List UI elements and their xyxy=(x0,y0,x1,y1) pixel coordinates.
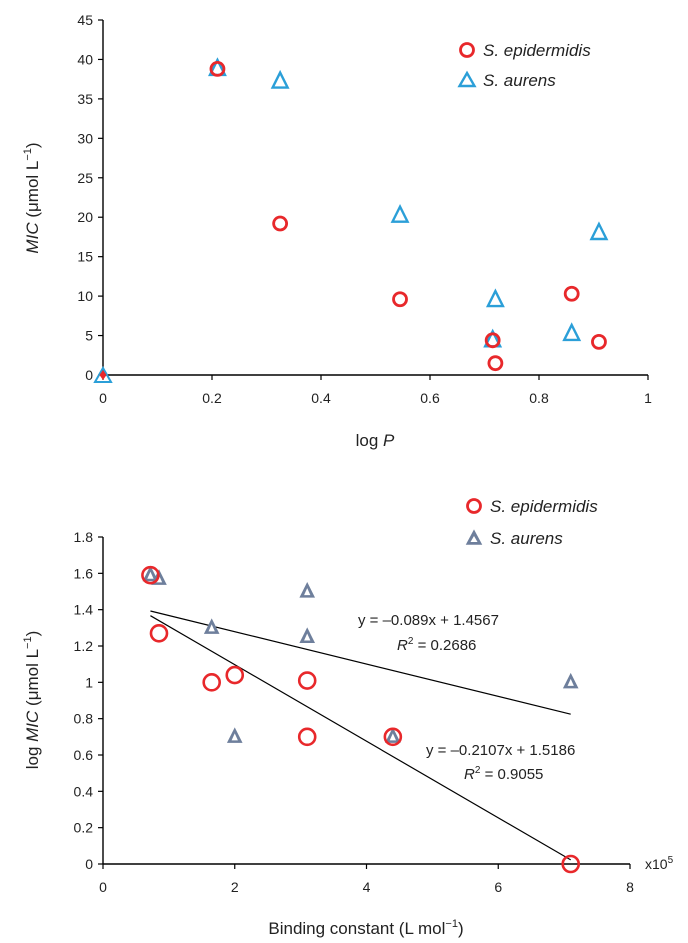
top-legend-triangle-icon xyxy=(457,70,477,88)
data-point-epidermidis xyxy=(202,673,221,692)
data-point-epidermidis xyxy=(141,565,160,585)
equation-epidermidis: y = –0.2107x + 1.5186 xyxy=(426,742,575,759)
data-point-epidermidis xyxy=(383,727,403,747)
y-tick-label: 0.8 xyxy=(74,711,94,727)
data-point-aurens-inner xyxy=(304,633,311,641)
data-point-aurens xyxy=(485,288,505,308)
x-tick-label: 8 xyxy=(626,879,634,895)
data-point-aurens xyxy=(390,203,410,223)
x-tick-label: 1 xyxy=(644,390,652,406)
bottom-x-ticks: 0 2 4 6 8 xyxy=(99,864,634,895)
data-point-aurens-origin xyxy=(93,365,113,383)
y-tick-label: 10 xyxy=(77,288,93,304)
chart-bottom: 0 0.2 0.4 0.6 0.8 1 1.2 1.4 1.6 1.8 0 2 4 6 8 Binding… xyxy=(22,497,674,938)
data-point-epidermidis xyxy=(149,623,169,643)
x-tick-label: 6 xyxy=(494,879,502,895)
y-tick-label: 0.6 xyxy=(74,747,94,763)
top-legend-epidermidis: S. epidermidis xyxy=(483,41,591,60)
x-tick-label: 4 xyxy=(363,879,371,895)
bottom-legend-aurens: S. aurens xyxy=(490,529,563,548)
data-point-epidermidis xyxy=(591,333,607,350)
data-point-epidermidis xyxy=(563,285,580,302)
trendline-annotation-aurens: y = –0.089x + 1.4567 R2 = 0.2686 xyxy=(358,612,499,654)
data-point-epidermidis xyxy=(297,671,317,690)
data-point-epidermidis xyxy=(297,727,317,747)
data-point-aurens xyxy=(270,69,290,89)
top-legend-circle-icon xyxy=(459,42,475,58)
y-tick-label: 5 xyxy=(85,328,93,344)
x-tick-label: 0.6 xyxy=(420,390,440,406)
data-point-epidermidis xyxy=(487,355,504,372)
bottom-legend-epidermidis: S. epidermidis xyxy=(490,497,598,516)
bottom-legend-circle-icon xyxy=(466,498,482,514)
x-tick-label: 0.8 xyxy=(529,390,549,406)
y-tick-label: 0.4 xyxy=(74,783,94,799)
y-tick-label: 45 xyxy=(77,12,93,28)
data-point-aurens-inner xyxy=(231,733,238,741)
bottom-x-scale-note: x105 xyxy=(645,855,674,872)
top-legend: S. epidermidis S. aurens xyxy=(457,41,591,90)
y-tick-label: 0 xyxy=(85,367,93,383)
data-point-epidermidis xyxy=(484,332,501,349)
x-tick-label: 2 xyxy=(231,879,239,895)
bottom-y-ticks: 0 0.2 0.4 0.6 0.8 1 1.2 1.4 1.6 1.8 xyxy=(74,529,103,872)
bottom-legend-triangle-inner xyxy=(470,536,478,542)
bottom-x-axis-title: Binding constant (L mol−1) xyxy=(268,918,463,938)
y-tick-label: 0 xyxy=(85,856,93,872)
data-point-epidermidis xyxy=(561,854,581,874)
top-y-axis-title: MIC (μmol L−1) xyxy=(22,142,42,253)
y-tick-label: 25 xyxy=(77,170,93,186)
x-tick-label: 0.4 xyxy=(311,390,331,406)
y-tick-label: 0.2 xyxy=(74,820,94,836)
y-tick-label: 1 xyxy=(85,674,93,690)
top-legend-aurens: S. aurens xyxy=(483,71,556,90)
data-point-epidermidis-origin xyxy=(99,370,107,380)
top-x-ticks: 0 0.2 0.4 0.6 0.8 1 xyxy=(99,375,652,406)
equation-aurens: y = –0.089x + 1.4567 xyxy=(358,612,499,629)
y-tick-label: 1.8 xyxy=(74,529,94,545)
y-tick-label: 1.2 xyxy=(74,638,94,654)
data-point-epidermidis xyxy=(272,215,289,232)
y-tick-label: 1.4 xyxy=(74,602,94,618)
top-x-axis-title: log P xyxy=(356,431,395,450)
data-point-aurens-inner xyxy=(304,588,311,596)
data-point-aurens-inner xyxy=(147,571,154,579)
trendline-annotation-epidermidis: y = –0.2107x + 1.5186 R2 = 0.9055 xyxy=(426,742,575,783)
data-point-aurens-inner xyxy=(389,733,396,741)
y-tick-label: 35 xyxy=(77,91,93,107)
bottom-legend: S. epidermidis S. aurens xyxy=(465,497,598,548)
y-tick-label: 15 xyxy=(77,249,93,265)
trendline xyxy=(150,610,571,715)
r-squared-epidermidis: R2 = 0.9055 xyxy=(464,765,543,783)
data-point-epidermidis xyxy=(225,665,245,685)
bottom-y-axis-title: log MIC (μmol L−1) xyxy=(22,631,42,770)
top-data-points xyxy=(93,57,609,383)
y-tick-label: 20 xyxy=(77,209,93,225)
data-point-epidermidis xyxy=(209,61,226,77)
data-point-aurens-inner xyxy=(567,678,574,686)
x-tick-label: 0 xyxy=(99,879,107,895)
data-point-aurens xyxy=(562,322,582,342)
y-tick-label: 40 xyxy=(77,51,93,67)
y-tick-label: 1.6 xyxy=(74,565,94,581)
trendline xyxy=(150,615,572,861)
data-point-aurens xyxy=(589,221,609,241)
r-squared-aurens: R2 = 0.2686 xyxy=(397,636,476,654)
x-tick-label: 0.2 xyxy=(202,390,222,406)
data-point-epidermidis xyxy=(392,291,408,308)
top-y-ticks: 0 5 10 15 20 25 30 35 40 45 xyxy=(77,12,103,383)
bottom-trendlines xyxy=(150,610,572,861)
data-point-aurens-inner xyxy=(208,624,215,632)
bottom-data-points xyxy=(141,565,581,874)
y-tick-label: 30 xyxy=(77,130,93,146)
x-tick-label: 0 xyxy=(99,390,107,406)
